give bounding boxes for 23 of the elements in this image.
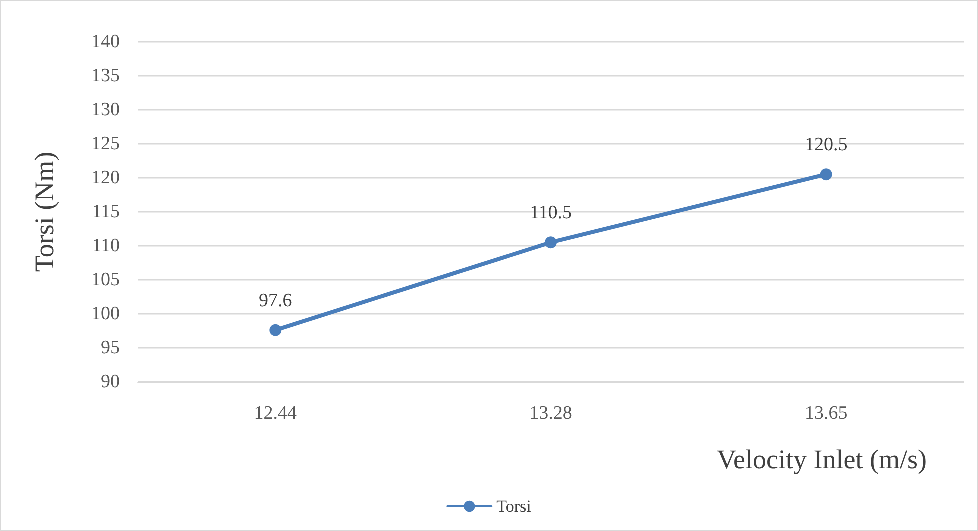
legend-label: Torsi bbox=[496, 497, 532, 516]
data-label: 97.6 bbox=[259, 290, 292, 312]
y-tick-label: 115 bbox=[92, 202, 120, 222]
x-tick-label: 13.28 bbox=[530, 403, 572, 424]
x-tick-label: 12.44 bbox=[254, 403, 298, 424]
data-label: 120.5 bbox=[804, 134, 848, 156]
y-tick-label: 130 bbox=[92, 100, 120, 120]
point bbox=[820, 168, 832, 181]
y-tick-label: 125 bbox=[92, 134, 120, 154]
x-tick-label: 13.65 bbox=[804, 403, 848, 424]
y-tick-label: 135 bbox=[92, 66, 120, 86]
point bbox=[270, 324, 282, 336]
y-tick-label: 95 bbox=[101, 338, 120, 358]
point bbox=[545, 236, 557, 249]
y-tick-label: 140 bbox=[92, 32, 120, 52]
data-label: 110.5 bbox=[530, 202, 572, 224]
y-axis-title: Torsi (Nm) bbox=[30, 152, 60, 272]
y-tick-label: 105 bbox=[92, 270, 120, 290]
y-tick-label: 100 bbox=[92, 304, 120, 324]
x-axis-title: Velocity Inlet (m/s) bbox=[717, 444, 928, 474]
y-tick-label: 90 bbox=[101, 372, 120, 392]
y-tick-label: 110 bbox=[92, 236, 120, 256]
y-tick-label: 120 bbox=[92, 168, 120, 188]
